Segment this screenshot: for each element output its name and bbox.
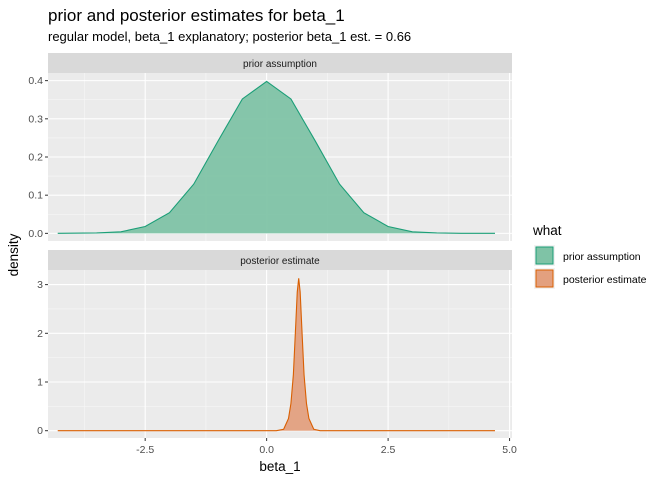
x-tick-label: 2.5 bbox=[381, 444, 396, 456]
y-tick-label: 0 bbox=[37, 425, 43, 437]
y-tick-label: 0.2 bbox=[28, 152, 43, 164]
x-tick-label: 5.0 bbox=[502, 444, 517, 456]
density-line bbox=[57, 278, 495, 432]
x-tick-label: 0.0 bbox=[259, 444, 274, 456]
strip-label-posterior: posterior estimate bbox=[240, 256, 320, 267]
x-tick-label: -2.5 bbox=[136, 444, 154, 456]
y-axis-ticks: 0.0 0.1 0.2 0.3 0.4 bbox=[28, 75, 48, 240]
y-tick-label: 2 bbox=[37, 328, 43, 340]
y-tick-label: 0.4 bbox=[28, 75, 43, 87]
density-line bbox=[57, 80, 495, 234]
strip-background bbox=[48, 53, 512, 73]
strip-label-prior: prior assumption bbox=[243, 59, 317, 70]
legend-title: what bbox=[532, 223, 562, 238]
density-area-prior bbox=[57, 80, 495, 234]
y-axis-ticks: 0 1 2 3 bbox=[37, 279, 48, 437]
chart-title: prior and posterior estimates for beta_1 bbox=[48, 6, 345, 25]
legend-swatch-posterior bbox=[535, 269, 554, 288]
y-axis-title: density bbox=[6, 233, 21, 276]
legend: what prior assumption posterior estimate bbox=[532, 223, 647, 289]
y-tick-label: 0.3 bbox=[28, 113, 43, 125]
facet-panel-prior: prior assumption 0.0 0.1 0.2 0.3 0.4 bbox=[28, 53, 512, 241]
chart-subtitle: regular model, beta_1 explanatory; poste… bbox=[48, 29, 411, 44]
density-fill bbox=[57, 81, 495, 234]
y-tick-label: 0.0 bbox=[28, 228, 43, 240]
strip-background bbox=[48, 250, 512, 270]
legend-swatch-prior bbox=[535, 246, 554, 265]
y-tick-label: 1 bbox=[37, 377, 43, 389]
legend-label-posterior: posterior estimate bbox=[563, 274, 647, 286]
y-tick-label: 3 bbox=[37, 279, 43, 291]
facet-panel-posterior: posterior estimate 0 1 2 3 bbox=[37, 250, 512, 438]
y-tick-label: 0.1 bbox=[28, 190, 43, 202]
x-axis-title: beta_1 bbox=[259, 459, 300, 474]
x-axis-ticks: -2.5 0.0 2.5 5.0 bbox=[136, 438, 517, 456]
density-area-posterior bbox=[57, 278, 495, 432]
panel-background bbox=[48, 270, 512, 438]
legend-label-prior: prior assumption bbox=[563, 251, 641, 263]
